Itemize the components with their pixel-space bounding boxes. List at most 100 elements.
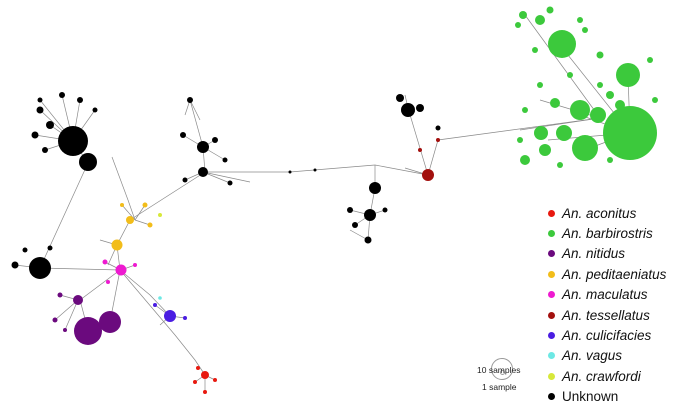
node — [120, 203, 124, 207]
legend: An. aconitus An. barbirostris An. nitidu… — [548, 203, 685, 407]
legend-label: An. nitidus — [562, 246, 626, 262]
node — [106, 280, 110, 284]
node — [153, 303, 157, 307]
node — [557, 162, 563, 168]
node — [115, 264, 127, 276]
edge — [54, 294, 87, 336]
node — [187, 97, 193, 103]
edge — [367, 165, 376, 241]
edge — [39, 162, 89, 269]
node — [606, 91, 614, 99]
nitidus-nodes — [52, 292, 121, 345]
legend-item-peditaeniatus: An. peditaeniatus — [548, 264, 685, 284]
node — [532, 47, 538, 53]
node — [198, 167, 208, 177]
node — [164, 310, 176, 322]
node — [597, 82, 603, 88]
legend-item-tessellatus: An. tessellatus — [548, 305, 685, 325]
node — [550, 98, 560, 108]
node — [59, 92, 65, 98]
edge — [189, 99, 206, 173]
node — [79, 153, 97, 171]
legend-label: An. tessellatus — [562, 307, 650, 323]
node — [133, 263, 137, 267]
node — [590, 107, 606, 123]
legend-dot — [548, 291, 555, 299]
node — [647, 57, 653, 63]
maculatus-nodes — [102, 259, 137, 284]
node — [111, 239, 123, 251]
node — [422, 169, 434, 181]
legend-dot — [548, 250, 555, 258]
edge — [182, 99, 251, 184]
node — [347, 207, 353, 213]
legend-item-culicifacies: An. culicifacies — [548, 325, 685, 345]
legend-dot — [548, 311, 555, 319]
node — [182, 177, 188, 183]
node — [535, 15, 545, 25]
node — [22, 247, 28, 253]
node — [436, 138, 440, 142]
node — [183, 316, 187, 320]
node — [197, 141, 209, 153]
node — [546, 6, 554, 14]
edge — [111, 156, 129, 201]
legend-dot — [548, 270, 555, 278]
legend-dot — [548, 352, 555, 360]
node — [73, 295, 83, 305]
scale-label-small: 1 sample — [482, 382, 517, 392]
size-scale: 10 samples 1 sample — [474, 355, 534, 395]
edge — [129, 171, 206, 221]
node — [607, 157, 613, 163]
node — [401, 103, 415, 117]
node — [537, 82, 543, 88]
node — [11, 261, 19, 269]
black-clusters — [11, 92, 441, 279]
node — [92, 107, 98, 113]
node — [515, 22, 521, 28]
node — [201, 371, 209, 379]
legend-dot — [548, 393, 555, 401]
legend-label: An. vagus — [562, 348, 623, 364]
node — [369, 182, 381, 194]
node — [416, 104, 424, 112]
node — [222, 157, 228, 163]
node — [47, 245, 53, 251]
legend-item-aconitus: An. aconitus — [548, 203, 685, 223]
edge — [349, 209, 386, 241]
node — [364, 236, 372, 244]
edge — [119, 269, 206, 376]
legend-item-nitidus: An. nitidus — [548, 244, 685, 264]
node — [352, 222, 358, 228]
edge — [127, 199, 136, 221]
node — [29, 257, 51, 279]
legend-label: An. crawfordi — [562, 368, 641, 384]
node — [77, 97, 83, 103]
node — [364, 209, 376, 221]
node — [42, 147, 48, 153]
node — [58, 126, 88, 156]
legend-dot — [548, 332, 555, 340]
node — [567, 72, 573, 78]
legend-item-unknown: Unknown — [548, 387, 685, 407]
legend-item-vagus: An. vagus — [548, 346, 685, 366]
node — [519, 11, 527, 19]
node — [102, 259, 108, 265]
legend-label: An. culicifacies — [562, 328, 652, 344]
scale-circle-small — [500, 370, 505, 375]
green-cluster — [515, 6, 658, 168]
legend-label: An. peditaeniatus — [562, 266, 667, 282]
node — [534, 126, 548, 140]
node — [180, 132, 186, 138]
node — [46, 121, 54, 129]
network-edges — [14, 14, 631, 392]
edge — [119, 269, 171, 317]
legend-label: Unknown — [562, 389, 619, 405]
legend-item-crawfordi: An. crawfordi — [548, 366, 685, 386]
node — [63, 328, 67, 332]
node — [213, 378, 217, 382]
node — [158, 213, 162, 217]
node — [147, 222, 153, 228]
node — [520, 155, 530, 165]
node — [227, 180, 233, 186]
